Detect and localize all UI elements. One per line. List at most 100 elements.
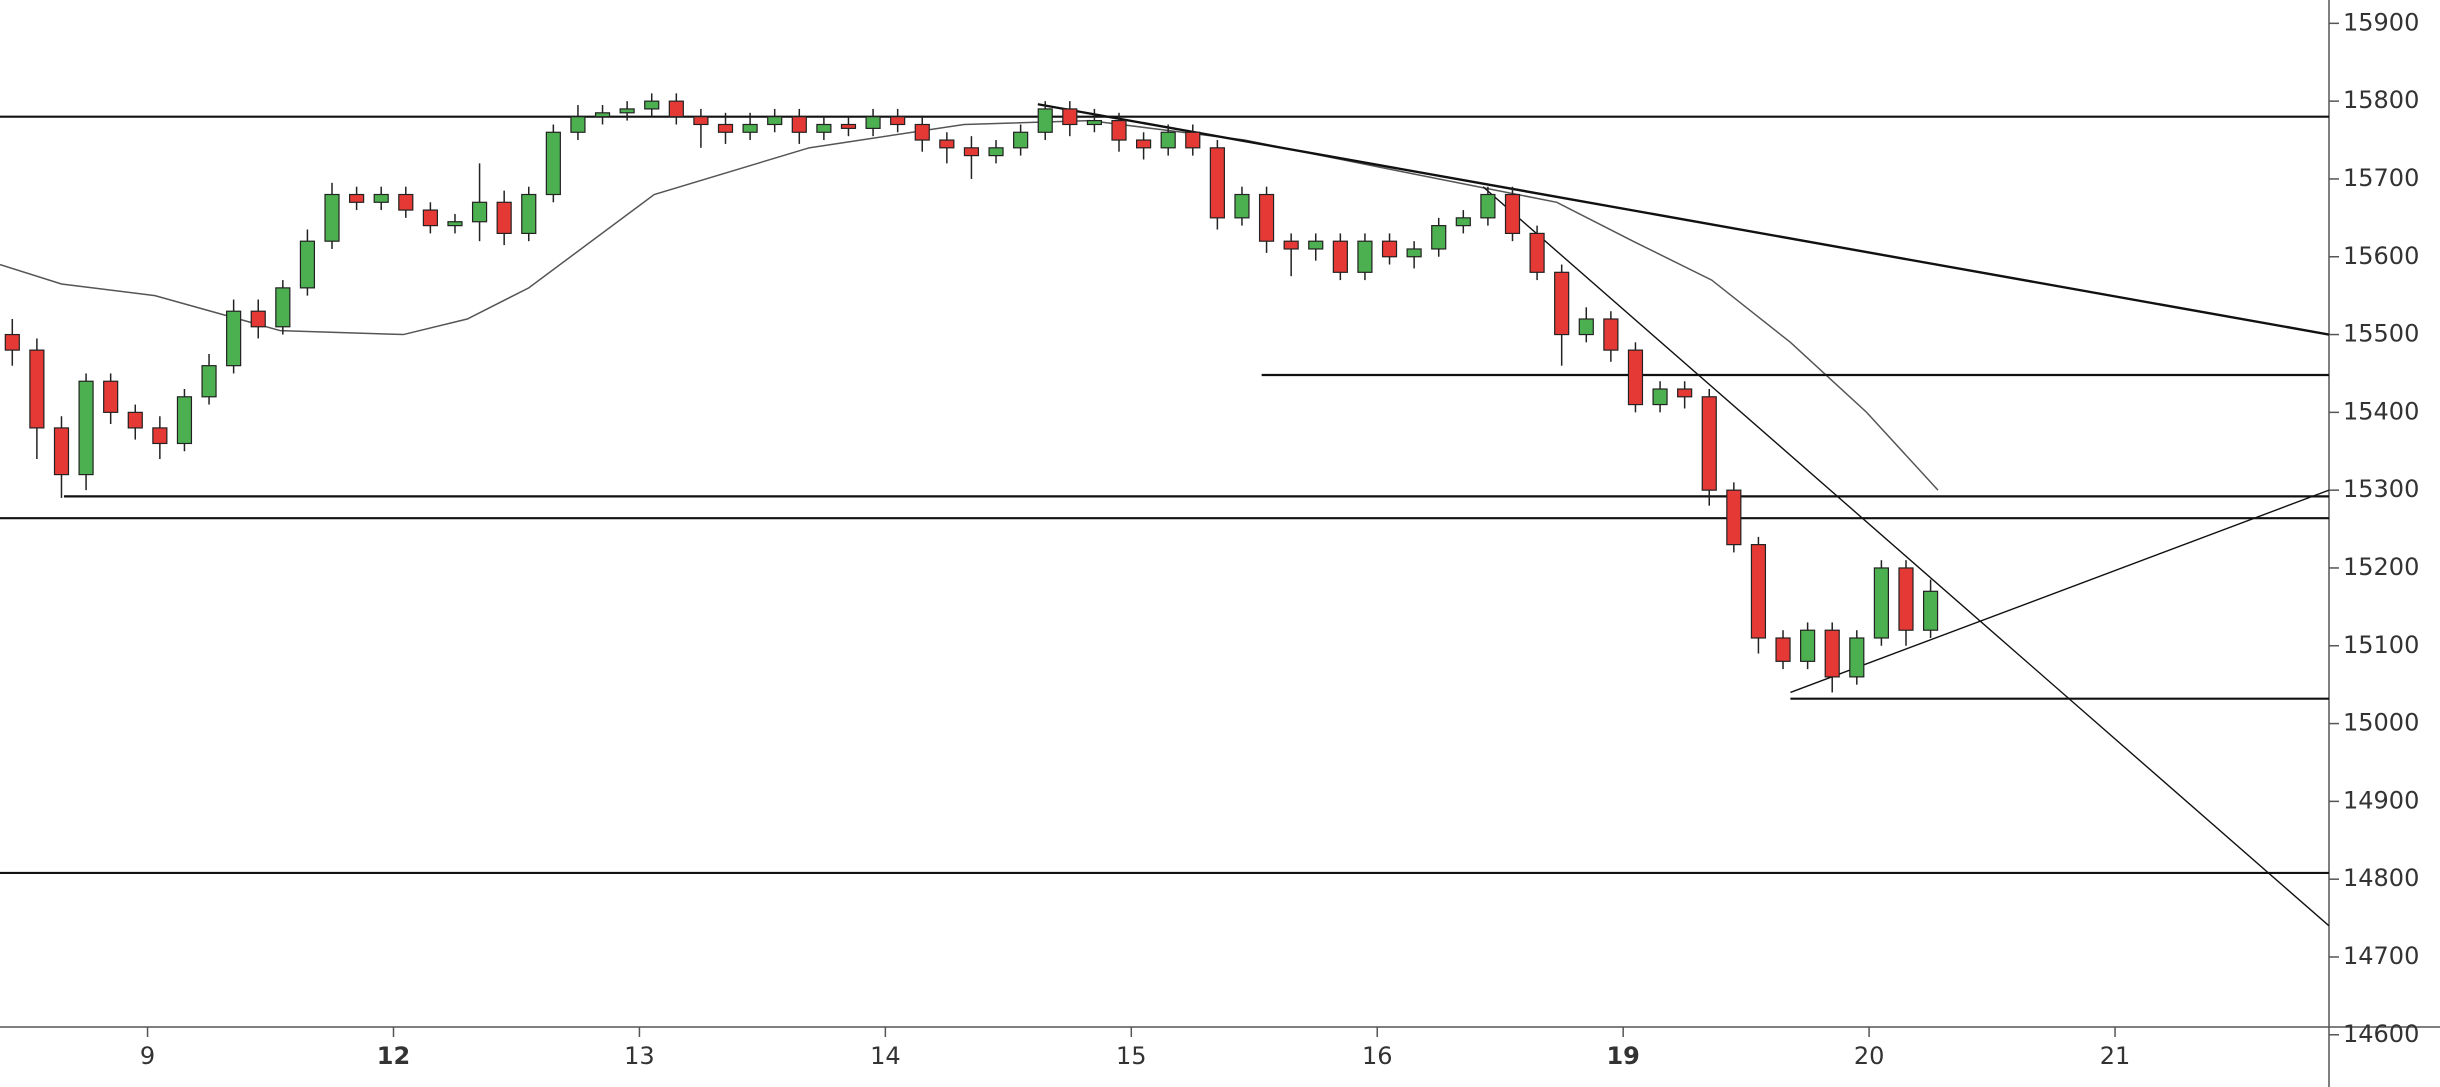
candle-body — [570, 116, 586, 133]
candle-body — [1455, 217, 1471, 227]
candle-body — [1283, 240, 1299, 250]
candle-body — [1824, 629, 1840, 678]
candle-body — [1406, 248, 1422, 258]
candle-body — [693, 116, 709, 126]
candle-body — [1898, 567, 1914, 631]
candle-body — [398, 193, 414, 211]
candle-body — [1111, 119, 1127, 141]
candle-body — [1677, 388, 1693, 398]
y-tick-label: 15300 — [2343, 475, 2419, 503]
candle-body — [1750, 544, 1767, 639]
trend-line — [1790, 489, 2329, 694]
candle-body — [1357, 240, 1373, 273]
candle-body — [1922, 590, 1939, 631]
candle-body — [619, 108, 635, 114]
candle-body — [53, 427, 70, 476]
candle-body — [914, 123, 930, 141]
moving-average-line — [0, 119, 1939, 491]
candle-body — [1873, 567, 1889, 639]
candle-body — [1160, 131, 1176, 149]
candle-body — [1185, 131, 1201, 149]
candle-body — [1529, 232, 1545, 273]
candle-body — [127, 411, 143, 429]
candle-body — [299, 240, 316, 289]
y-tick-label: 15400 — [2343, 397, 2419, 425]
candle-body — [152, 427, 168, 445]
candle-body — [1554, 271, 1570, 336]
y-tick-label: 15900 — [2343, 8, 2419, 36]
candle-body — [1086, 119, 1103, 126]
x-tick-label: 12 — [377, 1042, 410, 1070]
y-tick-label: 15600 — [2343, 242, 2419, 270]
candle-body — [250, 310, 266, 328]
candle-body — [963, 147, 980, 157]
y-tick-label: 15000 — [2343, 709, 2419, 737]
candle-body — [1209, 147, 1225, 219]
candle-body — [890, 116, 906, 126]
candle-body — [1431, 225, 1447, 250]
candle-body — [1258, 193, 1275, 242]
candle-body — [767, 116, 783, 126]
y-tick-label: 15800 — [2343, 86, 2419, 114]
candle-body — [865, 116, 881, 129]
x-tick-label: 14 — [870, 1042, 901, 1070]
candle-body — [1332, 240, 1348, 273]
candle-body — [1849, 637, 1865, 678]
y-tick-label: 15100 — [2343, 631, 2419, 659]
y-tick-label: 14600 — [2343, 1020, 2419, 1048]
x-tick-label: 20 — [1854, 1042, 1885, 1070]
candle-body — [78, 380, 94, 476]
candle-body — [1578, 318, 1594, 336]
candle-body — [1234, 193, 1250, 219]
candle-body — [1652, 388, 1668, 406]
candle-body — [1480, 193, 1496, 219]
candle-body — [717, 123, 734, 133]
candle-body — [1062, 108, 1078, 126]
candle-body — [1726, 489, 1742, 546]
x-tick-label: 19 — [1606, 1042, 1639, 1070]
x-tick-label: 13 — [624, 1042, 655, 1070]
candle-body — [1037, 108, 1053, 133]
y-tick-label: 15200 — [2343, 553, 2419, 581]
candle-body — [644, 100, 660, 110]
candle-body — [840, 123, 857, 129]
candle-body — [545, 131, 561, 196]
candle-body — [1775, 637, 1791, 662]
candle-body — [201, 365, 217, 398]
candle-body — [373, 193, 389, 203]
y-tick-label: 14800 — [2343, 864, 2419, 892]
candle-body — [29, 349, 45, 429]
candle-body — [324, 193, 340, 242]
candle-body — [349, 193, 365, 203]
candle-body — [742, 123, 758, 133]
candle-body — [103, 380, 119, 413]
x-tick-label: 21 — [2100, 1042, 2131, 1070]
candle-body — [226, 310, 242, 367]
candle-body — [275, 287, 291, 328]
candle-body — [471, 201, 488, 223]
candle-body — [1308, 240, 1324, 250]
plot-area — [0, 93, 2329, 927]
candle-body — [668, 100, 684, 118]
candle-body — [1627, 349, 1644, 406]
candle-body — [4, 333, 20, 351]
candle-body — [1701, 396, 1717, 491]
candle-body — [791, 116, 807, 133]
candle-body — [447, 221, 463, 227]
trend-line — [1482, 186, 2329, 927]
y-tick-label: 14900 — [2343, 786, 2419, 814]
candle-body — [939, 139, 955, 149]
candle-body — [816, 123, 832, 133]
y-tick-label: 15500 — [2343, 320, 2419, 348]
x-tick-label: 15 — [1116, 1042, 1147, 1070]
candle-body — [594, 112, 611, 118]
trend-line — [1037, 103, 2329, 336]
x-tick-label: 16 — [1362, 1042, 1393, 1070]
candle-body — [521, 193, 537, 235]
candle-body — [422, 209, 438, 227]
candle-body — [1603, 318, 1619, 351]
candle-body — [988, 147, 1004, 157]
candle-body — [1504, 193, 1521, 235]
